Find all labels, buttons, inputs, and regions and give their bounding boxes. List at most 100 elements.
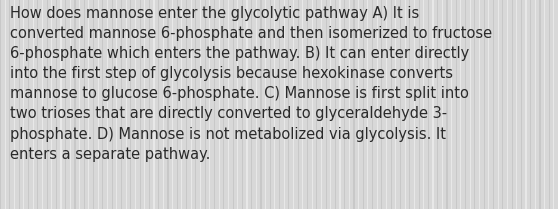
Bar: [526, 0, 527, 209]
Bar: [488, 0, 489, 209]
Bar: [381, 0, 382, 209]
Bar: [405, 0, 406, 209]
Bar: [549, 0, 550, 209]
Bar: [242, 0, 243, 209]
Bar: [84, 0, 85, 209]
Bar: [554, 0, 555, 209]
Bar: [214, 0, 215, 209]
Bar: [512, 0, 513, 209]
Bar: [479, 0, 480, 209]
Bar: [302, 0, 304, 209]
Bar: [363, 0, 364, 209]
Bar: [330, 0, 331, 209]
Bar: [237, 0, 238, 209]
Bar: [153, 0, 155, 209]
Bar: [400, 0, 401, 209]
Bar: [209, 0, 210, 209]
Bar: [540, 0, 541, 209]
Bar: [432, 0, 434, 209]
Bar: [158, 0, 159, 209]
Bar: [18, 0, 20, 209]
Bar: [297, 0, 299, 209]
Bar: [442, 0, 443, 209]
Bar: [130, 0, 131, 209]
Bar: [344, 0, 345, 209]
Bar: [177, 0, 178, 209]
Bar: [316, 0, 318, 209]
Bar: [223, 0, 224, 209]
Bar: [428, 0, 429, 209]
Bar: [283, 0, 285, 209]
Bar: [279, 0, 280, 209]
Bar: [247, 0, 248, 209]
Bar: [93, 0, 94, 209]
Bar: [507, 0, 508, 209]
Bar: [102, 0, 103, 209]
Bar: [456, 0, 457, 209]
Bar: [144, 0, 145, 209]
Bar: [530, 0, 531, 209]
Bar: [32, 0, 33, 209]
Bar: [418, 0, 420, 209]
Bar: [544, 0, 545, 209]
Bar: [446, 0, 448, 209]
Bar: [0, 0, 1, 209]
Bar: [256, 0, 257, 209]
Bar: [195, 0, 196, 209]
Bar: [460, 0, 461, 209]
Bar: [70, 0, 71, 209]
Bar: [521, 0, 522, 209]
Bar: [4, 0, 6, 209]
Bar: [28, 0, 29, 209]
Text: How does mannose enter the glycolytic pathway A) It is
converted mannose 6-phosp: How does mannose enter the glycolytic pa…: [10, 6, 492, 162]
Bar: [37, 0, 39, 209]
Bar: [270, 0, 271, 209]
Bar: [311, 0, 312, 209]
Bar: [288, 0, 290, 209]
Bar: [60, 0, 61, 209]
Bar: [307, 0, 308, 209]
Bar: [470, 0, 471, 209]
Bar: [107, 0, 108, 209]
Bar: [423, 0, 424, 209]
Bar: [186, 0, 187, 209]
Bar: [465, 0, 466, 209]
Bar: [372, 0, 373, 209]
Bar: [516, 0, 517, 209]
Bar: [74, 0, 75, 209]
Bar: [484, 0, 485, 209]
Bar: [293, 0, 294, 209]
Bar: [377, 0, 378, 209]
Bar: [9, 0, 11, 209]
Bar: [409, 0, 410, 209]
Bar: [79, 0, 80, 209]
Bar: [219, 0, 220, 209]
Bar: [265, 0, 266, 209]
Bar: [116, 0, 117, 209]
Bar: [493, 0, 494, 209]
Bar: [391, 0, 392, 209]
Bar: [126, 0, 127, 209]
Bar: [135, 0, 136, 209]
Bar: [121, 0, 122, 209]
Bar: [163, 0, 164, 209]
Bar: [535, 0, 536, 209]
Bar: [498, 0, 499, 209]
Bar: [56, 0, 57, 209]
Bar: [98, 0, 99, 209]
Bar: [251, 0, 252, 209]
Bar: [233, 0, 234, 209]
Bar: [65, 0, 66, 209]
Bar: [51, 0, 52, 209]
Bar: [23, 0, 25, 209]
Bar: [386, 0, 387, 209]
Bar: [261, 0, 262, 209]
Bar: [474, 0, 475, 209]
Bar: [275, 0, 276, 209]
Bar: [451, 0, 452, 209]
Bar: [414, 0, 415, 209]
Bar: [205, 0, 206, 209]
Bar: [353, 0, 354, 209]
Bar: [149, 0, 150, 209]
Bar: [140, 0, 141, 209]
